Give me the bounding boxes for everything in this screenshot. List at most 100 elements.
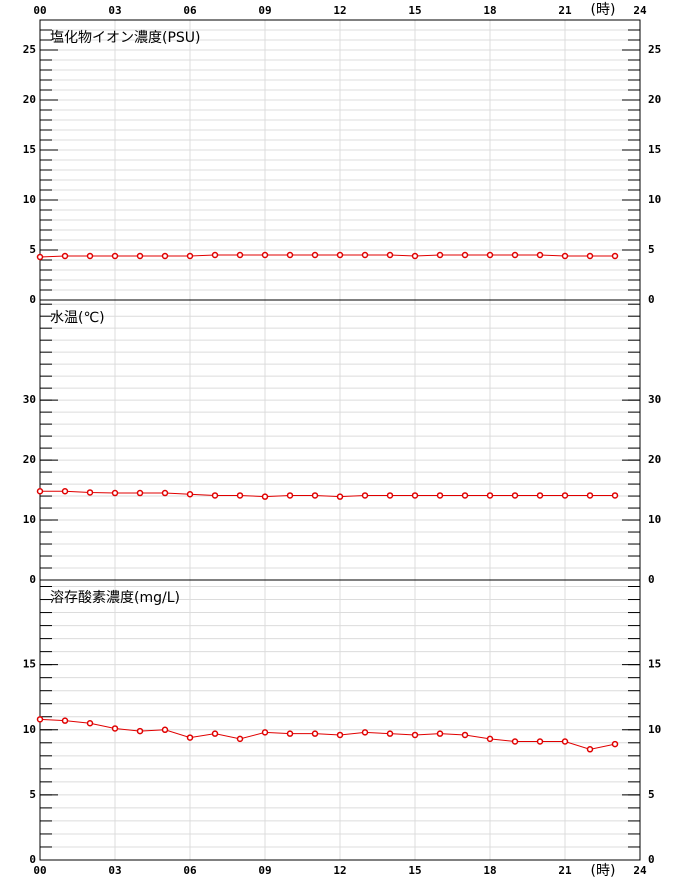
data-point bbox=[136, 727, 144, 735]
data-point bbox=[261, 493, 269, 500]
x-tick-label: 21 bbox=[558, 4, 572, 17]
x-tick-label: 12 bbox=[333, 4, 346, 17]
x-tick-label: 09 bbox=[258, 4, 271, 17]
data-point bbox=[211, 730, 219, 737]
data-point bbox=[236, 492, 244, 499]
y-tick-label: 30 bbox=[23, 393, 36, 406]
panel-title: 水温(℃) bbox=[50, 310, 105, 326]
data-point bbox=[586, 492, 594, 499]
data-point bbox=[611, 492, 619, 499]
x-tick-label: 03 bbox=[108, 864, 121, 877]
data-point bbox=[486, 735, 494, 743]
data-point bbox=[161, 489, 169, 497]
x-tick-label: 03 bbox=[108, 4, 121, 17]
x-tick-label: 00 bbox=[33, 4, 46, 17]
data-point bbox=[236, 251, 244, 259]
y-tick-label: 25 bbox=[648, 43, 661, 56]
data-point bbox=[361, 492, 369, 499]
data-point bbox=[311, 492, 319, 499]
data-point bbox=[536, 738, 544, 745]
data-point bbox=[536, 492, 544, 499]
data-point bbox=[211, 251, 219, 259]
data-point bbox=[36, 253, 44, 261]
data-point bbox=[61, 488, 69, 495]
data-point bbox=[36, 488, 44, 495]
data-point bbox=[286, 492, 294, 499]
y-tick-label: 10 bbox=[23, 723, 36, 736]
y-tick-label: 30 bbox=[648, 393, 661, 406]
data-line bbox=[39, 254, 615, 258]
data-point bbox=[361, 729, 369, 736]
data-point bbox=[111, 489, 119, 497]
x-tick-label: 24 bbox=[633, 864, 647, 877]
panel-title: 塩化物イオン濃度(PSU) bbox=[50, 30, 201, 46]
x-tick-label: 18 bbox=[483, 864, 496, 877]
data-point bbox=[136, 252, 144, 260]
y-tick-label: 15 bbox=[23, 143, 36, 156]
data-point bbox=[311, 730, 319, 737]
data-point bbox=[111, 725, 119, 732]
data-point bbox=[561, 738, 569, 745]
x-tick-label: 15 bbox=[408, 4, 421, 17]
y-tick-label: 20 bbox=[648, 453, 661, 466]
data-point bbox=[511, 738, 519, 745]
data-point bbox=[561, 492, 569, 499]
data-point bbox=[586, 252, 594, 260]
data-point bbox=[86, 489, 94, 496]
data-line bbox=[39, 718, 616, 750]
data-point bbox=[61, 252, 69, 260]
data-point bbox=[461, 731, 469, 739]
data-point bbox=[336, 251, 344, 259]
data-point bbox=[436, 730, 444, 737]
data-point bbox=[511, 492, 519, 499]
y-tick-label: 0 bbox=[29, 573, 36, 586]
data-point bbox=[311, 251, 319, 259]
y-tick-label: 5 bbox=[29, 788, 36, 801]
data-point bbox=[336, 493, 344, 500]
data-point bbox=[61, 717, 69, 724]
data-point bbox=[36, 716, 44, 723]
data-point bbox=[186, 491, 194, 498]
x-tick-label: 06 bbox=[183, 864, 197, 877]
y-tick-label: 5 bbox=[648, 788, 655, 801]
y-tick-label: 5 bbox=[29, 243, 36, 256]
data-line bbox=[40, 490, 615, 498]
y-tick-label: 0 bbox=[29, 853, 36, 866]
panel-title: 溶存酸素濃度(mg/L) bbox=[50, 590, 180, 606]
data-point bbox=[611, 252, 619, 260]
y-tick-label: 5 bbox=[648, 243, 655, 256]
data-point bbox=[161, 726, 169, 734]
data-point bbox=[386, 251, 394, 259]
data-point bbox=[261, 251, 269, 259]
y-tick-label: 25 bbox=[23, 43, 36, 56]
y-tick-label: 15 bbox=[23, 658, 36, 671]
y-tick-label: 20 bbox=[23, 93, 36, 106]
data-point bbox=[286, 730, 294, 737]
y-tick-label: 10 bbox=[23, 193, 36, 206]
data-point bbox=[186, 252, 194, 260]
y-tick-label: 10 bbox=[648, 513, 661, 526]
y-tick-label: 0 bbox=[648, 293, 655, 306]
data-point bbox=[236, 735, 244, 743]
y-tick-label: 10 bbox=[648, 193, 661, 206]
data-point bbox=[436, 251, 444, 259]
data-point bbox=[186, 734, 194, 741]
x-tick-label: 09 bbox=[258, 864, 271, 877]
data-point bbox=[86, 720, 94, 727]
data-point bbox=[461, 251, 469, 259]
x-tick-label: 12 bbox=[333, 864, 346, 877]
y-tick-label: 10 bbox=[23, 513, 36, 526]
data-point bbox=[486, 492, 494, 499]
data-point bbox=[586, 746, 594, 753]
data-point bbox=[286, 251, 294, 259]
x-tick-label: 24 bbox=[633, 4, 647, 17]
x-tick-label: 21 bbox=[558, 864, 572, 877]
y-tick-label: 0 bbox=[648, 573, 655, 586]
x-tick-label: 00 bbox=[33, 864, 46, 877]
data-point bbox=[411, 252, 419, 260]
data-point bbox=[436, 492, 444, 499]
data-point bbox=[161, 252, 169, 260]
data-point bbox=[611, 740, 619, 748]
y-tick-label: 0 bbox=[648, 853, 655, 866]
